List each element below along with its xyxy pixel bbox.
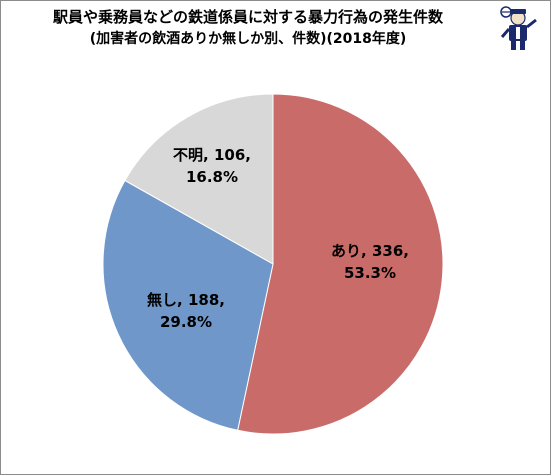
pie-labels: あり, 336, 53.3% 無し, 188, 29.8% 不明, 106, 16.8%: [147, 146, 409, 331]
mascot-icon: [500, 6, 537, 50]
slice-percent-2: 16.8%: [186, 168, 238, 186]
chart-title-main: 駅員や乗務員などの鉄道係員に対する暴力行為の発生件数: [52, 8, 443, 26]
pie-slice-0: [237, 93, 444, 435]
pie-slices: [102, 93, 444, 435]
slice-label-0: あり, 336,: [331, 242, 409, 260]
pie-slice-1: [102, 179, 274, 431]
slice-percent-1: 29.8%: [160, 313, 212, 331]
chart-subtitle: (加害者の飲酒ありか無しか別、件数)(2018年度): [89, 31, 407, 47]
slice-percent-0: 53.3%: [344, 264, 396, 282]
pie-slice-2: [124, 93, 274, 265]
chart-title: 駅員や乗務員などの鉄道係員に対する暴力行為の発生件数 (加害者の飲酒ありか無しか…: [8, 6, 488, 50]
slice-label-1: 無し, 188,: [147, 291, 225, 309]
slice-label-2: 不明, 106,: [173, 146, 251, 164]
